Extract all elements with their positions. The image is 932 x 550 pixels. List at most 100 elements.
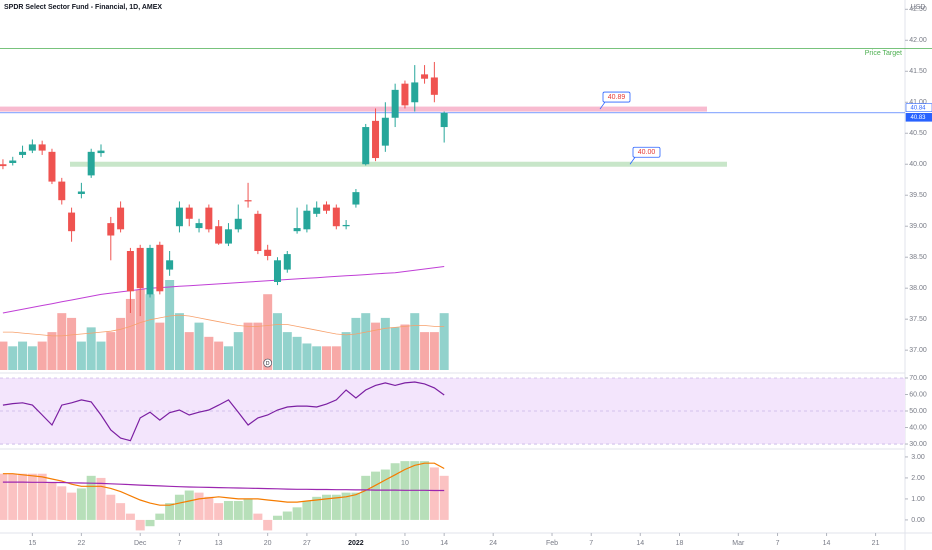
histogram-bar xyxy=(272,515,282,520)
candle-body xyxy=(293,228,301,232)
volume-bar xyxy=(0,341,8,370)
moving-average xyxy=(2,266,445,314)
histogram-bar xyxy=(223,501,233,520)
histogram-bar xyxy=(27,473,37,520)
histogram-bar xyxy=(57,486,67,520)
volume-bar xyxy=(125,298,135,370)
histogram-bar xyxy=(292,507,302,520)
volume-bar xyxy=(282,332,292,370)
price-target-label: Price Target xyxy=(865,50,902,57)
y-tick-label: 37.00 xyxy=(909,347,927,354)
x-tick-label: 2022 xyxy=(348,540,364,547)
histogram-bar xyxy=(116,503,126,520)
histogram-bar xyxy=(331,494,341,520)
candle-body xyxy=(28,144,36,151)
volume-bar xyxy=(174,313,184,370)
callout-pointer xyxy=(599,101,606,110)
histogram-bar xyxy=(204,496,214,520)
x-tick-label: 18 xyxy=(676,540,684,547)
candle-body xyxy=(332,207,340,227)
y-tick-label: 42.00 xyxy=(909,37,927,44)
histogram-bar xyxy=(263,519,273,531)
volume-bar xyxy=(233,332,243,370)
candle-body xyxy=(87,151,95,176)
histogram-bar xyxy=(243,498,253,520)
candle-body xyxy=(352,192,360,205)
volume-bar xyxy=(341,332,351,370)
candle-body xyxy=(264,249,272,256)
volume-bar xyxy=(420,332,430,370)
volume-bar xyxy=(439,313,449,370)
volume-bar xyxy=(292,336,302,370)
candle-body xyxy=(440,112,448,128)
x-tick-label: 21 xyxy=(872,540,880,547)
candle-body xyxy=(323,204,331,211)
histogram-bar xyxy=(47,482,57,520)
x-tick-label: 10 xyxy=(401,540,409,547)
x-tick-label: 20 xyxy=(264,540,272,547)
histogram-bar xyxy=(214,503,224,520)
callout-box xyxy=(632,146,661,158)
histogram-bar xyxy=(165,503,175,520)
histogram-bar xyxy=(106,494,116,520)
x-tick-label: 22 xyxy=(77,540,85,547)
volume-bar xyxy=(145,294,155,370)
volume-bar xyxy=(86,327,96,370)
y-tick-label: 60.00 xyxy=(909,391,927,398)
candle-body xyxy=(136,247,144,289)
histogram-bar xyxy=(429,467,439,520)
candle-body xyxy=(195,223,203,229)
candle-body xyxy=(175,207,183,227)
candle-body xyxy=(283,254,291,270)
volume-bar xyxy=(361,313,371,370)
candle-body xyxy=(146,247,154,295)
histogram-bar xyxy=(8,473,18,520)
volume-bar xyxy=(272,313,282,370)
candle-body xyxy=(303,210,311,230)
candle-body xyxy=(126,251,134,292)
price-tag-label: 40.84 xyxy=(910,105,926,111)
candle-body xyxy=(97,150,105,154)
histogram-bar xyxy=(361,475,371,520)
volume-bar xyxy=(410,313,420,370)
histogram-bar xyxy=(67,492,77,520)
y-tick-label: 50.00 xyxy=(909,408,927,415)
y-tick-label: 1.00 xyxy=(911,496,925,503)
candle-body xyxy=(107,223,115,236)
candle-body xyxy=(273,260,281,282)
x-tick-label: 13 xyxy=(215,540,223,547)
y-tick-label: 37.50 xyxy=(909,316,927,323)
volume-bar xyxy=(302,343,312,370)
candle-body xyxy=(401,83,409,106)
candle-body xyxy=(215,226,223,244)
volume-bar xyxy=(47,332,57,370)
dividend-marker xyxy=(263,358,273,368)
x-tick-label: 24 xyxy=(489,540,497,547)
candle-body xyxy=(362,127,370,165)
volume-bar xyxy=(194,322,204,370)
candle-body xyxy=(391,89,399,118)
volume-bar xyxy=(223,346,233,370)
histogram-bar xyxy=(302,501,312,520)
y-tick-label: 40.00 xyxy=(909,424,927,431)
candle-body xyxy=(77,191,85,194)
x-tick-label: 15 xyxy=(28,540,36,547)
candle-body xyxy=(38,144,46,151)
volume-bar xyxy=(390,327,400,370)
histogram-bar xyxy=(322,494,332,520)
volume-bar xyxy=(155,322,165,370)
y-tick-label: 42.50 xyxy=(909,6,927,13)
candle-body xyxy=(166,260,174,270)
candle-body xyxy=(68,212,76,232)
callout-pointer xyxy=(629,157,636,165)
y-tick-label: 0.00 xyxy=(911,517,925,524)
candle-body xyxy=(156,244,164,292)
volume-bar xyxy=(263,294,273,370)
histogram-bar xyxy=(439,475,449,520)
volume-ma xyxy=(2,314,445,337)
x-tick-label: Mar xyxy=(732,540,745,547)
volume-bar xyxy=(135,289,145,370)
candle-body xyxy=(185,207,193,219)
